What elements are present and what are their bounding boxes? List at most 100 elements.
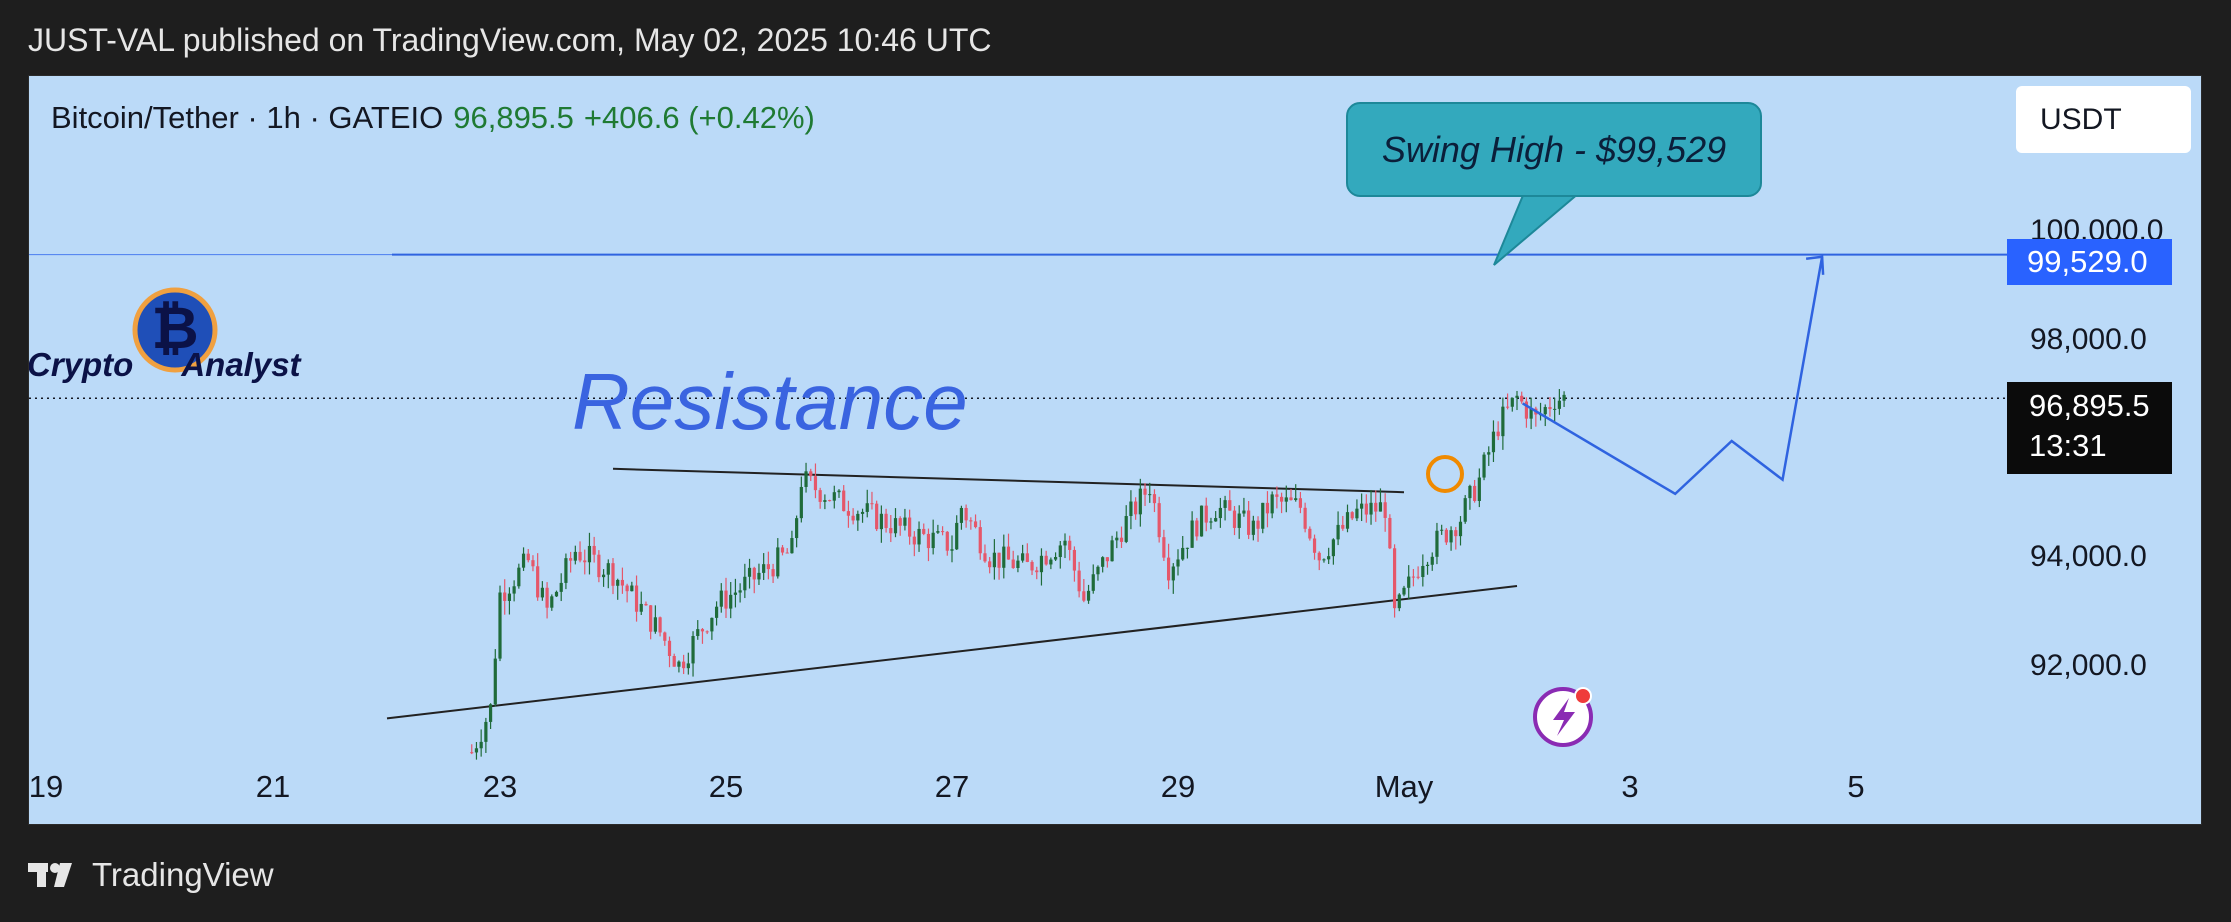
candle-body [1096,566,1100,575]
candle-body [823,500,827,502]
candle-body [1557,400,1561,409]
tradingview-brand: TradingView [92,856,274,893]
candle-body [931,532,935,549]
candle-body [988,561,992,568]
candle-body [1487,452,1491,455]
candle-body [945,531,949,551]
candle-body [955,522,959,550]
candle-body [1378,502,1383,512]
candle-body [1171,566,1175,581]
candle-body [1350,512,1354,519]
candle-body [503,592,507,601]
candle-body [780,547,785,553]
candle-body [616,579,620,586]
candle-body [1458,521,1463,537]
candle-body [470,752,474,754]
candle-body [597,554,601,578]
candle-body [1388,517,1392,549]
candle-body [1016,560,1020,568]
candle-body [1284,497,1288,502]
candle-body [1430,556,1434,565]
swing-high-price-tag: 99,529.0 [2007,239,2172,285]
candle-body [785,552,789,554]
candle-body [969,520,973,522]
candle-body [1068,540,1072,550]
candle-body [531,560,535,567]
candle-body [1261,502,1265,529]
candle-body [630,585,634,592]
candle-body [1515,395,1519,398]
candle-body [1129,501,1133,517]
candle-body [1289,497,1293,501]
candle-body [917,528,921,545]
x-tick-may: May [1374,769,1434,804]
chart-area[interactable]: ₿ Bitcoin/Tether · 1h · GATEIO 96,895.5 +4… [28,75,2202,825]
currency-button[interactable]: USDT [2016,86,2191,153]
x-tick-21: 21 [255,769,291,804]
candle-body [724,590,728,609]
svg-text:₿: ₿ [151,296,198,361]
candle-body [1214,518,1218,522]
candle-body [1162,537,1166,558]
candle-body [1505,406,1510,408]
candle-body [922,528,926,534]
candles-group [470,389,1566,760]
candle-body [1463,498,1467,522]
candle-body [1501,406,1505,437]
candle-body [903,517,907,526]
candle-body [1270,494,1274,514]
candle-body [677,661,681,667]
candle-body [719,590,723,607]
candle-body [1383,502,1387,518]
candle-body [936,531,940,533]
candle-body [813,476,818,491]
candle-body [738,590,742,593]
candle-body [1035,570,1039,573]
candle-body [554,591,559,597]
candle-body [710,617,714,632]
crypto-analyst-wordmark: Crypto Analyst [29,346,301,384]
current-price-tag: 96,895.5 13:31 [2007,382,2172,474]
x-tick-3: 3 [1621,769,1639,804]
candle-body [1148,494,1152,496]
candle-body [1101,557,1105,567]
candle-body [540,587,544,598]
candle-body [639,603,643,612]
candle-body [696,629,700,637]
candle-body [912,536,916,545]
x-tick-23: 23 [482,769,518,804]
candle-body [1397,594,1401,609]
candle-body [842,490,846,512]
x-tick-27: 27 [934,769,970,804]
price-plot: ₿ [29,192,2007,760]
candle-body [804,471,808,487]
candle-body [1482,454,1486,478]
symbol-info: Bitcoin/Tether · 1h · GATEIO 96,895.5 +406… [51,100,815,136]
candle-body [1298,498,1303,508]
candle-body [1086,590,1091,601]
candle-body [714,606,719,618]
candle-body [517,567,521,587]
candle-body [663,632,667,641]
tradingview-footer[interactable]: TradingView [28,856,274,894]
candle-body [691,636,695,664]
candle-body [611,563,615,586]
candle-body [1204,505,1208,523]
candle-body [837,490,841,493]
candle-body [1176,559,1180,567]
lightning-icon[interactable] [1533,687,1593,747]
candle-body [1425,564,1430,566]
resistance-trendline [612,467,1405,494]
candle-body [1312,538,1317,553]
candle-body [1228,500,1232,511]
candle-body [479,741,483,749]
candle-body [992,552,996,568]
candle-body [1053,557,1058,560]
candle-body [1190,520,1194,548]
candle-body [545,587,549,608]
candle-body [606,563,610,575]
candle-body [950,549,954,551]
candle-body [559,582,563,592]
candle-body [564,558,568,583]
tradingview-logo-icon [28,863,72,887]
